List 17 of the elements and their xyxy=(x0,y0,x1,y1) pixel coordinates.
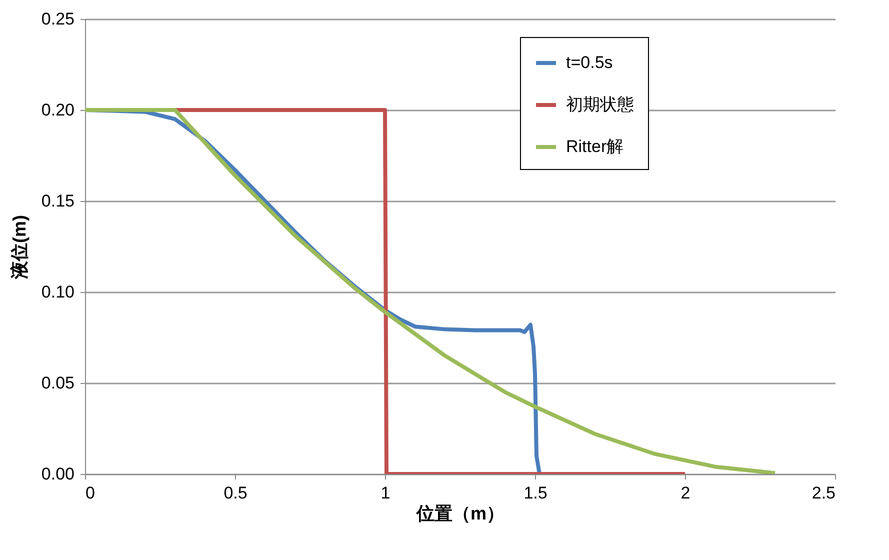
x-axis-title: 位置（m） xyxy=(415,504,505,524)
y-tick-label: 0.25 xyxy=(41,10,74,28)
y-tick-label: 0.10 xyxy=(41,282,74,302)
y-tick-label: 0.15 xyxy=(41,192,74,210)
x-tick-label: 2.5 xyxy=(812,484,836,502)
legend-label: Ritter解 xyxy=(566,137,624,156)
x-tick-label: 0.5 xyxy=(224,484,248,502)
y-axis-title: 液位(m) xyxy=(9,215,30,280)
y-tick-label: 0.20 xyxy=(41,100,74,120)
x-tick-label: 1.5 xyxy=(524,484,548,502)
y-tick-label: 0.00 xyxy=(41,464,74,484)
x-tick-label: 1 xyxy=(380,484,390,502)
x-tick-label: 2 xyxy=(680,484,690,502)
y-tick-label: 0.05 xyxy=(41,374,74,392)
legend-label: 初期状態 xyxy=(566,95,634,114)
legend-label: t=0.5s xyxy=(566,53,613,72)
x-tick-label: 0 xyxy=(86,484,95,502)
